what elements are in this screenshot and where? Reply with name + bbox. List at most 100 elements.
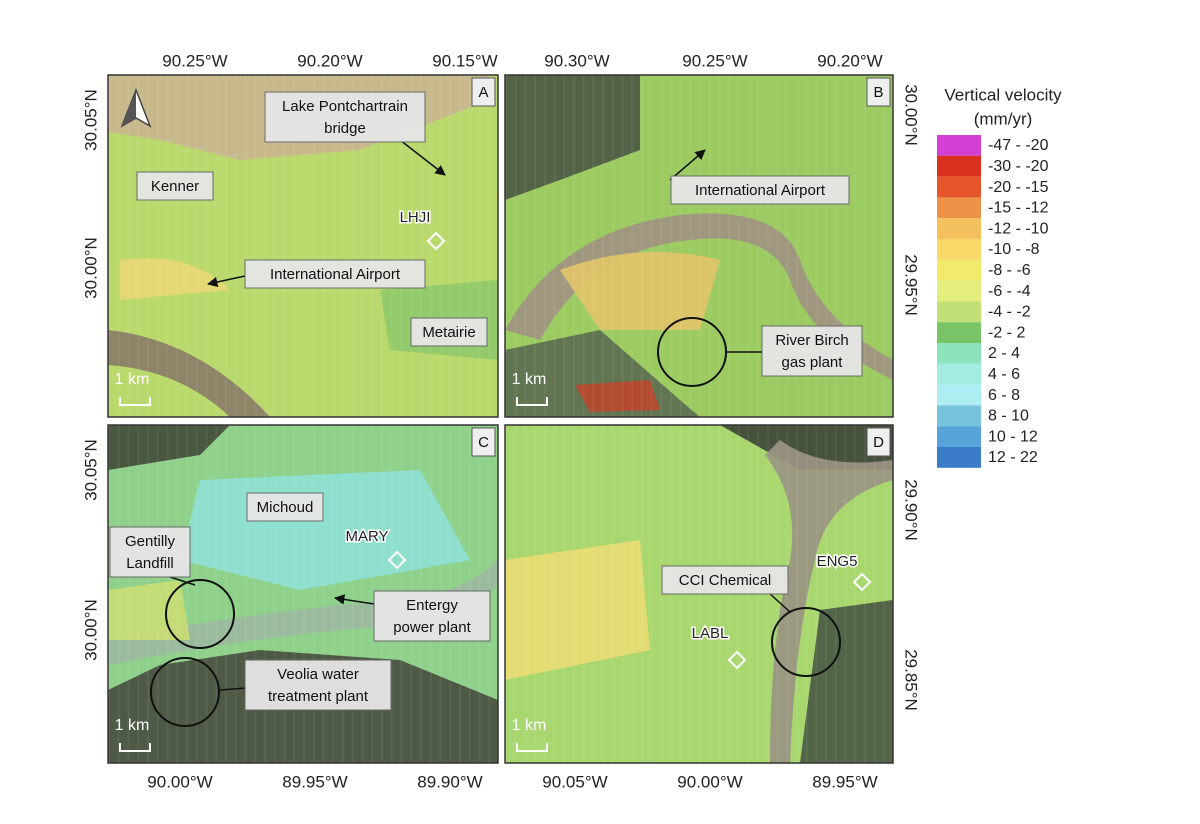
panel-letter: C xyxy=(478,434,489,451)
legend-label: -20 - -15 xyxy=(988,179,1049,196)
map-texture xyxy=(468,75,471,417)
map-texture xyxy=(766,75,769,417)
map-texture xyxy=(322,425,325,763)
panel-letter-box xyxy=(866,427,891,457)
x-tick-label: 89.95°W xyxy=(282,772,347,791)
map-texture xyxy=(234,75,237,417)
map-texture xyxy=(757,75,760,417)
map-texture xyxy=(592,75,595,417)
label-box xyxy=(761,325,863,377)
map-texture xyxy=(689,75,692,417)
map-texture xyxy=(225,75,227,417)
map-label: Lake Pontchartrain xyxy=(282,98,408,115)
map-texture xyxy=(621,75,624,417)
map-texture xyxy=(342,75,344,417)
map-texture xyxy=(708,75,711,417)
scale-bar xyxy=(119,397,151,406)
feature-circle xyxy=(165,579,235,649)
map-texture xyxy=(844,75,847,417)
map-texture xyxy=(429,75,432,417)
legend-swatch xyxy=(937,447,981,468)
legend-label: -8 - -6 xyxy=(988,262,1031,279)
map-texture xyxy=(176,425,179,763)
map-texture xyxy=(854,75,857,417)
map-texture xyxy=(371,425,374,763)
y-tick-label: 30.00°N xyxy=(81,237,100,299)
map-area xyxy=(505,213,893,380)
map-label: Landfill xyxy=(126,555,174,572)
map-texture xyxy=(815,425,818,763)
map-texture xyxy=(215,75,218,417)
map-texture xyxy=(410,75,413,417)
map-area xyxy=(108,425,230,470)
annotation-line xyxy=(219,687,247,691)
map-label: River Birch xyxy=(775,332,848,349)
scale-bar xyxy=(119,743,151,752)
panel-letter: B xyxy=(873,84,883,101)
map-texture xyxy=(699,75,701,417)
map-texture xyxy=(225,425,227,763)
y-tick-label: 29.85°N xyxy=(902,649,921,711)
feature-circle xyxy=(150,657,220,727)
map-texture xyxy=(805,75,808,417)
map-texture xyxy=(293,75,296,417)
map-texture xyxy=(669,75,672,417)
station-label: LABL xyxy=(692,625,729,642)
panel-letter-box xyxy=(866,77,891,107)
map-texture xyxy=(117,75,120,417)
map-label: Michoud xyxy=(257,499,314,516)
map-texture xyxy=(420,75,422,417)
map-texture xyxy=(553,75,556,417)
legend-swatch xyxy=(937,301,981,323)
map-texture xyxy=(351,425,354,763)
station-marker xyxy=(852,572,872,592)
map-texture xyxy=(156,425,159,763)
legend-swatch xyxy=(937,135,981,156)
map-label: bridge xyxy=(324,120,366,137)
legend-swatch xyxy=(937,176,981,198)
map-texture xyxy=(505,425,507,763)
legend-swatch xyxy=(937,218,981,239)
y-tick-label: 29.90°N xyxy=(902,479,921,541)
map-texture xyxy=(283,75,286,417)
map-texture xyxy=(825,75,828,417)
map-texture xyxy=(244,75,247,417)
map-label: gas plant xyxy=(782,354,844,371)
map-texture xyxy=(854,425,857,763)
legend-label: 8 - 10 xyxy=(988,408,1029,425)
map-texture xyxy=(215,425,218,763)
legend-label: -15 - -12 xyxy=(988,200,1049,217)
panel-letter-box xyxy=(471,427,496,457)
label-box xyxy=(244,259,426,289)
map-texture xyxy=(147,425,149,763)
map-texture xyxy=(361,75,364,417)
annotation-arrow xyxy=(333,594,375,605)
map-texture xyxy=(322,75,325,417)
map-texture xyxy=(631,425,634,763)
map-texture xyxy=(776,75,779,417)
map-texture xyxy=(137,75,140,417)
legend-label: 2 - 4 xyxy=(988,345,1020,362)
map-texture xyxy=(264,75,266,417)
map-texture xyxy=(293,425,296,763)
label-box xyxy=(109,526,191,578)
station-marker xyxy=(727,650,747,670)
legend-label: -47 - -20 xyxy=(988,137,1049,154)
map-texture xyxy=(303,425,305,763)
map-area xyxy=(575,380,660,412)
map-area xyxy=(108,580,190,640)
map-texture xyxy=(543,75,546,417)
map-texture xyxy=(863,425,866,763)
legend-label: -4 - -2 xyxy=(988,304,1031,321)
map-area xyxy=(800,600,893,763)
map-texture xyxy=(572,425,575,763)
label-box xyxy=(246,492,324,522)
scale-bar xyxy=(516,743,548,752)
annotation-arrow xyxy=(399,139,446,176)
map-label: Entergy xyxy=(406,597,458,614)
scale-label: 1 km xyxy=(115,371,150,388)
map-texture xyxy=(524,75,527,417)
map-area xyxy=(108,330,270,417)
legend-unit: (mm/yr) xyxy=(974,109,1033,128)
